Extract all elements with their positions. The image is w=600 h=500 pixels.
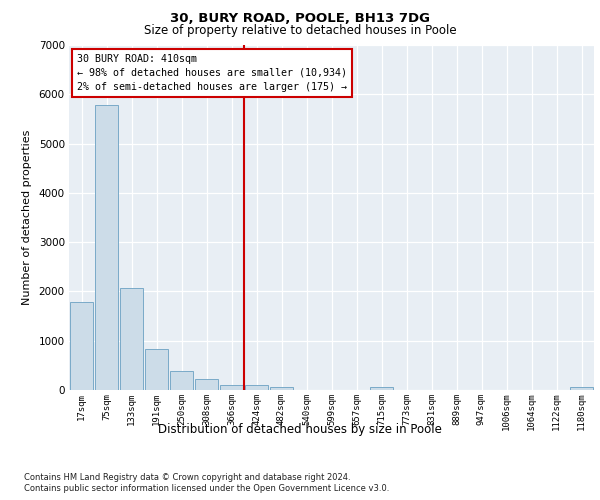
- Bar: [145, 349, 168, 390]
- Bar: [170, 372, 193, 390]
- Bar: [70, 302, 93, 390]
- Text: Distribution of detached houses by size in Poole: Distribution of detached houses by size …: [158, 422, 442, 436]
- Bar: [270, 387, 293, 390]
- Bar: [245, 384, 268, 390]
- Y-axis label: Number of detached properties: Number of detached properties: [22, 130, 32, 305]
- Bar: [95, 105, 118, 390]
- Text: Size of property relative to detached houses in Poole: Size of property relative to detached ho…: [143, 24, 457, 37]
- Text: Contains HM Land Registry data © Crown copyright and database right 2024.: Contains HM Land Registry data © Crown c…: [24, 472, 350, 482]
- Bar: [370, 387, 393, 390]
- Text: Contains public sector information licensed under the Open Government Licence v3: Contains public sector information licen…: [24, 484, 389, 493]
- Bar: [220, 384, 243, 390]
- Bar: [195, 378, 218, 390]
- Text: 30 BURY ROAD: 410sqm
← 98% of detached houses are smaller (10,934)
2% of semi-de: 30 BURY ROAD: 410sqm ← 98% of detached h…: [77, 54, 347, 92]
- Bar: [570, 387, 593, 390]
- Text: 30, BURY ROAD, POOLE, BH13 7DG: 30, BURY ROAD, POOLE, BH13 7DG: [170, 12, 430, 26]
- Bar: [120, 288, 143, 390]
